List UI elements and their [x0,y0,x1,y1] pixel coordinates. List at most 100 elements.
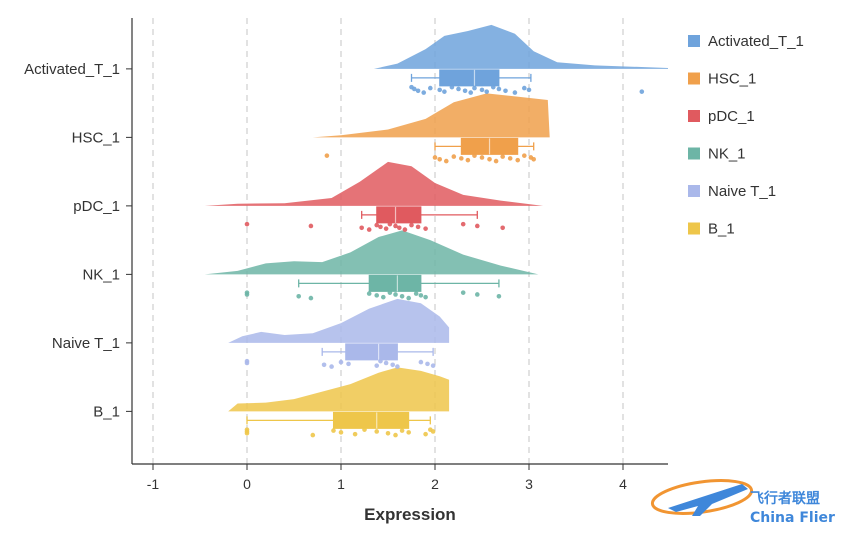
data-point [443,158,449,164]
data-point [393,292,398,297]
data-point [522,85,527,91]
data-point [244,221,250,227]
data-point [526,87,532,93]
data-point [460,290,466,295]
data-point [490,84,496,90]
axes [131,18,668,465]
data-point [393,223,398,229]
legend-swatch [688,222,700,235]
data-point [385,430,391,436]
data-point [366,291,372,296]
data-point [310,432,316,438]
data-point [381,294,386,300]
box-rect [368,274,422,292]
x-tick-label: 4 [619,476,627,492]
data-point [387,290,393,295]
box-rect [332,411,410,429]
data-point [500,154,505,159]
y-tick-label: HSC_1 [72,129,120,146]
density-cloud [204,161,544,206]
data-point [475,292,480,297]
data-point [472,153,477,158]
data-point [500,225,505,231]
data-point [399,428,405,433]
data-point [346,361,351,367]
data-point [402,227,408,232]
data-point [378,358,383,364]
data-point [244,360,250,366]
data-point [399,293,405,299]
data-point [244,292,250,297]
watermark-logo: 飞行者联盟 China Flier [650,479,835,526]
data-point [359,225,364,231]
data-point [296,293,302,299]
data-point [522,153,527,158]
legend-swatch [688,72,700,85]
watermark-en-text: China Flier [750,510,835,526]
data-point [475,223,480,229]
data-point [442,89,447,94]
data-point [451,154,457,159]
grid-lines [152,18,624,464]
rain-points [244,84,645,438]
data-point [496,86,502,92]
data-point [378,224,383,230]
data-point [503,88,508,94]
data-point [418,293,424,298]
data-point [244,430,250,436]
data-point [329,364,334,369]
watermark-cn-text: 飞行者联盟 [750,490,820,507]
data-point [428,85,433,91]
data-point [465,157,471,163]
data-point [432,155,438,160]
y-tick-label: pDC_1 [73,198,120,215]
data-point [374,429,380,434]
data-point [321,362,327,368]
data-point [449,84,455,90]
data-point [430,429,436,434]
y-tick-label: Naive T_1 [52,335,120,352]
data-point [387,221,393,227]
data-point [507,156,513,161]
airplane-icon [650,479,754,516]
data-point [393,432,398,438]
data-point [406,295,411,301]
data-point [421,90,427,95]
data-point [437,87,443,93]
data-point [459,156,464,161]
data-point [468,90,474,95]
data-point [374,293,380,298]
data-point [390,362,396,368]
data-point [362,427,367,432]
data-point [338,430,344,435]
legend-label: HSC_1 [708,71,756,88]
legend-label: B_1 [708,221,735,238]
data-point [406,430,411,435]
density-cloud [204,230,539,275]
data-point [423,431,428,437]
data-point [308,223,314,229]
data-point [515,157,521,163]
x-tick-label: 0 [243,476,251,492]
data-point [374,222,380,228]
legend: Activated_T_1 HSC_1 pDC_1 NK_1 Naive T_1 B_1 [688,33,804,238]
legend-swatch [688,185,700,197]
data-point [352,431,358,437]
legend-swatch [688,35,700,47]
data-point [324,153,330,158]
x-tick-label: -1 [147,476,160,492]
x-tick-label: 3 [525,476,533,492]
density-cloud [228,298,450,343]
density-cloud [373,24,668,69]
data-point [460,221,466,227]
data-point [395,364,400,369]
box-rect [345,343,398,361]
data-point [308,295,314,301]
x-tick-label: 1 [337,476,345,492]
x-ticks: -1 0 1 2 3 4 [147,464,627,492]
data-point [487,156,492,162]
data-point [415,224,421,230]
density-clouds [204,24,668,412]
legend-swatch [688,147,700,160]
data-point [383,360,389,366]
